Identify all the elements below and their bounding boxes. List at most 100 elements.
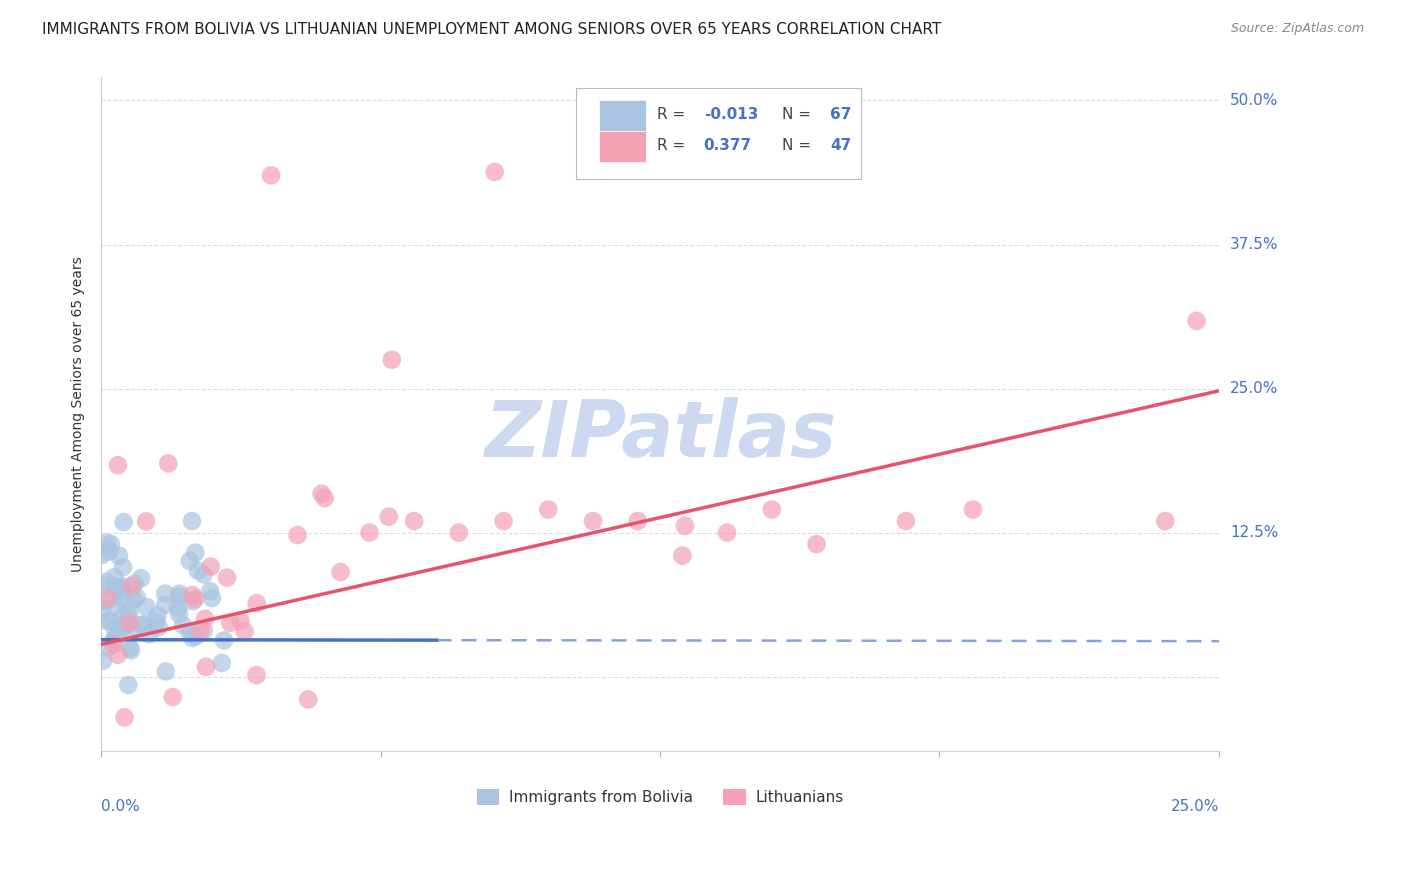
Text: 47: 47 — [830, 138, 851, 153]
Point — [1185, 314, 1208, 328]
Text: Source: ZipAtlas.com: Source: ZipAtlas.com — [1230, 22, 1364, 36]
Point — [246, 596, 269, 610]
Point — [582, 514, 605, 528]
Text: 0.0%: 0.0% — [101, 798, 141, 814]
Point — [112, 560, 135, 574]
Point — [135, 515, 157, 529]
Point — [103, 632, 125, 647]
Point — [492, 514, 515, 528]
Text: 37.5%: 37.5% — [1230, 237, 1278, 252]
Point — [229, 614, 252, 628]
Text: 0.377: 0.377 — [703, 138, 752, 153]
Point — [117, 609, 139, 624]
FancyBboxPatch shape — [599, 131, 645, 161]
Point — [121, 579, 143, 593]
Point — [96, 535, 118, 549]
Point — [297, 692, 319, 706]
Point — [115, 618, 138, 632]
Point — [118, 605, 141, 619]
Point — [381, 352, 404, 367]
Point — [110, 591, 132, 606]
Point — [311, 486, 333, 500]
Point — [198, 584, 221, 599]
Text: N =: N = — [782, 138, 815, 153]
Point — [377, 509, 399, 524]
Point — [193, 567, 215, 582]
Point — [167, 590, 190, 604]
Point — [157, 457, 180, 471]
Point — [245, 668, 267, 682]
Point — [112, 515, 135, 529]
Point — [104, 630, 127, 644]
Point — [108, 549, 131, 563]
Point — [97, 614, 120, 628]
Point — [121, 624, 143, 639]
Point — [107, 648, 129, 662]
Point — [181, 594, 204, 608]
Point — [447, 525, 470, 540]
Point — [187, 564, 209, 578]
Point — [761, 502, 783, 516]
Point — [118, 641, 141, 656]
Point — [627, 514, 650, 528]
Point — [96, 591, 118, 606]
Point — [131, 617, 153, 632]
Point — [98, 544, 121, 558]
Point — [314, 491, 336, 505]
Text: -0.013: -0.013 — [703, 107, 758, 122]
Point — [145, 615, 167, 629]
Point — [132, 617, 155, 632]
Text: 12.5%: 12.5% — [1230, 525, 1278, 540]
Text: R =: R = — [657, 107, 690, 122]
Point — [114, 710, 136, 724]
Point — [195, 660, 218, 674]
Point — [117, 678, 139, 692]
Point — [122, 592, 145, 607]
Point — [111, 621, 134, 635]
Point — [194, 612, 217, 626]
Point — [716, 525, 738, 540]
Point — [91, 654, 114, 668]
Point — [111, 579, 134, 593]
Point — [190, 624, 212, 638]
Point — [287, 528, 309, 542]
Text: 50.0%: 50.0% — [1230, 93, 1278, 108]
Point — [124, 576, 146, 591]
Point — [537, 502, 560, 516]
Point — [155, 586, 177, 600]
Point — [93, 579, 115, 593]
Point — [671, 549, 693, 563]
Point — [155, 598, 177, 612]
Point — [125, 591, 148, 605]
Point — [181, 588, 204, 602]
Point — [100, 614, 122, 628]
Point — [120, 643, 142, 657]
Point — [97, 640, 120, 655]
Point — [484, 165, 506, 179]
Text: N =: N = — [782, 107, 815, 122]
Point — [179, 554, 201, 568]
Point — [138, 627, 160, 641]
Point — [167, 607, 190, 621]
Point — [135, 599, 157, 614]
Point — [179, 625, 201, 640]
Point — [329, 565, 352, 579]
Point — [219, 615, 242, 630]
Point — [107, 581, 129, 595]
Legend: Immigrants from Bolivia, Lithuanians: Immigrants from Bolivia, Lithuanians — [471, 783, 849, 811]
Point — [96, 574, 118, 589]
Point — [104, 580, 127, 594]
Point — [103, 570, 125, 584]
Point — [806, 537, 828, 551]
Point — [184, 545, 207, 559]
Point — [193, 624, 215, 638]
Text: 67: 67 — [830, 107, 851, 122]
Text: 25.0%: 25.0% — [1171, 798, 1219, 814]
FancyBboxPatch shape — [576, 87, 862, 178]
FancyBboxPatch shape — [599, 100, 645, 131]
Point — [107, 458, 129, 473]
Point — [211, 656, 233, 670]
Point — [181, 631, 204, 645]
Point — [233, 624, 256, 639]
Point — [217, 571, 239, 585]
